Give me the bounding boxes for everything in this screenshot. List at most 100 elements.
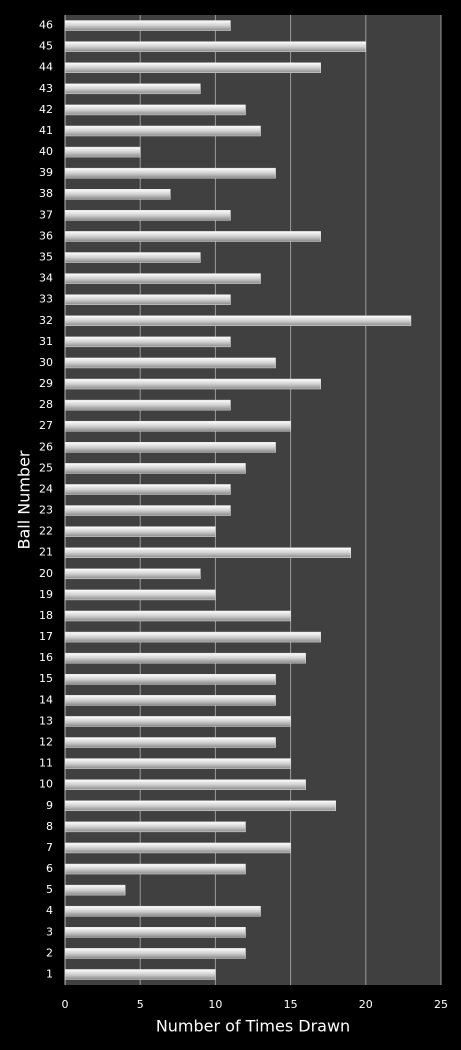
y-tick-label: 34 — [39, 272, 53, 285]
y-tick-label: 39 — [39, 166, 53, 179]
y-tick-label: 31 — [39, 335, 53, 348]
bar — [64, 695, 276, 706]
bar — [64, 336, 231, 348]
bar — [64, 188, 171, 200]
y-tick-label: 16 — [39, 651, 53, 664]
bar — [64, 927, 246, 938]
y-tick-label: 45 — [39, 40, 53, 53]
bar — [64, 273, 261, 284]
bar — [64, 125, 261, 137]
y-tick-label: 15 — [39, 672, 53, 685]
bar — [64, 378, 321, 390]
y-tick-label: 36 — [39, 229, 53, 242]
y-tick-label: 46 — [39, 19, 53, 32]
y-tick-label: 40 — [39, 145, 53, 158]
bar — [64, 589, 216, 601]
y-tick-label: 7 — [46, 841, 53, 854]
y-tick-label: 1 — [46, 967, 53, 980]
y-tick-label: 2 — [46, 946, 53, 959]
x-tick-label: 25 — [434, 998, 448, 1011]
bar — [64, 315, 412, 327]
y-tick-label: 38 — [39, 187, 53, 200]
y-tick-label: 29 — [39, 377, 53, 390]
bar — [64, 294, 231, 305]
y-tick-label: 8 — [46, 820, 53, 833]
y-tick-label: 43 — [39, 82, 53, 95]
y-tick-label: 3 — [46, 925, 53, 938]
y-tick-label: 44 — [39, 61, 53, 74]
bar — [64, 231, 321, 242]
bar — [64, 905, 261, 917]
bar — [64, 505, 231, 516]
bar — [64, 842, 291, 854]
bar — [64, 884, 126, 896]
y-tick-label: 28 — [39, 398, 53, 411]
y-tick-label: 12 — [39, 736, 53, 749]
bar — [64, 41, 367, 52]
bar — [64, 737, 276, 748]
y-tick-label: 23 — [39, 504, 53, 517]
bar — [64, 167, 276, 179]
x-axis-title: Number of Times Drawn — [156, 1017, 350, 1036]
y-tick-label: 30 — [39, 356, 53, 369]
y-tick-label: 13 — [39, 714, 53, 727]
bar — [64, 442, 276, 453]
bar — [64, 526, 216, 537]
bar — [64, 547, 352, 558]
bar — [64, 420, 291, 432]
y-tick-label: 37 — [39, 208, 53, 221]
bar — [64, 399, 231, 411]
bar — [64, 631, 321, 643]
bar — [64, 610, 291, 622]
y-tick-label: 35 — [39, 251, 53, 264]
bar — [64, 821, 246, 833]
y-tick-label: 25 — [39, 461, 53, 474]
x-tick-label: 20 — [359, 998, 373, 1011]
y-tick-label: 20 — [39, 567, 53, 580]
bar — [64, 210, 231, 221]
bar — [64, 252, 201, 263]
x-tick-label: 0 — [62, 998, 69, 1011]
bar — [64, 863, 246, 875]
y-tick-label: 18 — [39, 609, 53, 622]
y-tick-label: 24 — [39, 482, 53, 495]
y-tick-label: 5 — [46, 883, 53, 896]
bar — [64, 484, 231, 495]
y-tick-label: 26 — [39, 440, 53, 453]
y-tick-label: 14 — [39, 693, 53, 706]
bar — [64, 463, 246, 474]
y-tick-label: 6 — [46, 862, 53, 875]
y-tick-label: 17 — [39, 630, 53, 643]
bar — [64, 568, 201, 580]
y-tick-label: 32 — [39, 314, 53, 327]
bar — [64, 758, 291, 769]
bar — [64, 104, 246, 116]
plot-area — [65, 15, 441, 985]
bar — [64, 673, 276, 685]
bar — [64, 20, 231, 31]
y-tick-label: 9 — [46, 799, 53, 812]
y-tick-label: 11 — [39, 757, 53, 770]
y-tick-label: 10 — [39, 778, 53, 791]
y-tick-label: 4 — [46, 904, 53, 917]
y-tick-label: 27 — [39, 419, 53, 432]
bar — [64, 800, 336, 812]
y-axis-title: Ball Number — [15, 450, 34, 549]
x-tick-label: 15 — [284, 998, 298, 1011]
y-tick-label: 21 — [39, 546, 53, 559]
bar — [64, 652, 306, 664]
x-tick-label: 5 — [137, 998, 144, 1011]
y-tick-label: 19 — [39, 588, 53, 601]
x-tick-label: 10 — [208, 998, 222, 1011]
bar — [64, 969, 216, 980]
bar — [64, 62, 321, 73]
y-tick-label: 42 — [39, 103, 53, 116]
bar — [64, 146, 141, 158]
bar — [64, 948, 246, 959]
y-tick-label: 22 — [39, 525, 53, 538]
bar — [64, 357, 276, 369]
y-tick-label: 41 — [39, 124, 53, 137]
bar — [64, 716, 291, 727]
